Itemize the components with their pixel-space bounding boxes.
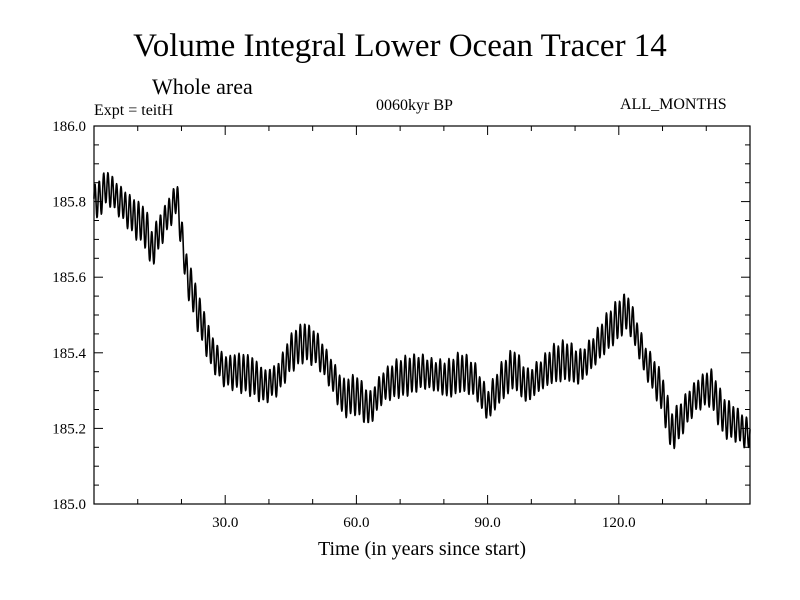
months-label: ALL_MONTHS	[620, 96, 727, 113]
series-layer	[93, 171, 751, 450]
x-tick-label: 60.0	[343, 515, 369, 531]
x-axis-ticks: 30.0 60.0 90.0 120.0	[137, 126, 707, 531]
chart-title: Volume Integral Lower Ocean Tracer 14	[133, 28, 667, 64]
period-label: 0060kyr BP	[376, 97, 453, 114]
x-tick-label: 30.0	[212, 515, 238, 531]
chart-subtitle: Whole area	[152, 74, 253, 99]
y-tick-label: 185.0	[52, 497, 86, 513]
plot-area-frame	[93, 125, 751, 505]
series-line	[93, 171, 751, 450]
y-tick-label: 185.6	[52, 270, 86, 286]
x-axis-label: Time (in years since start)	[317, 538, 527, 560]
x-tick-label: 90.0	[474, 515, 500, 531]
y-axis-ticks: 185.0 185.2 185.4 185.6 185.8 186.0	[52, 119, 750, 513]
y-tick-label: 185.2	[52, 421, 86, 437]
y-tick-label: 185.8	[52, 195, 86, 211]
x-tick-label: 120.0	[602, 515, 636, 531]
experiment-label: Expt = teitH	[94, 102, 174, 119]
y-tick-label: 186.0	[52, 119, 86, 135]
y-tick-label: 185.4	[52, 346, 86, 362]
